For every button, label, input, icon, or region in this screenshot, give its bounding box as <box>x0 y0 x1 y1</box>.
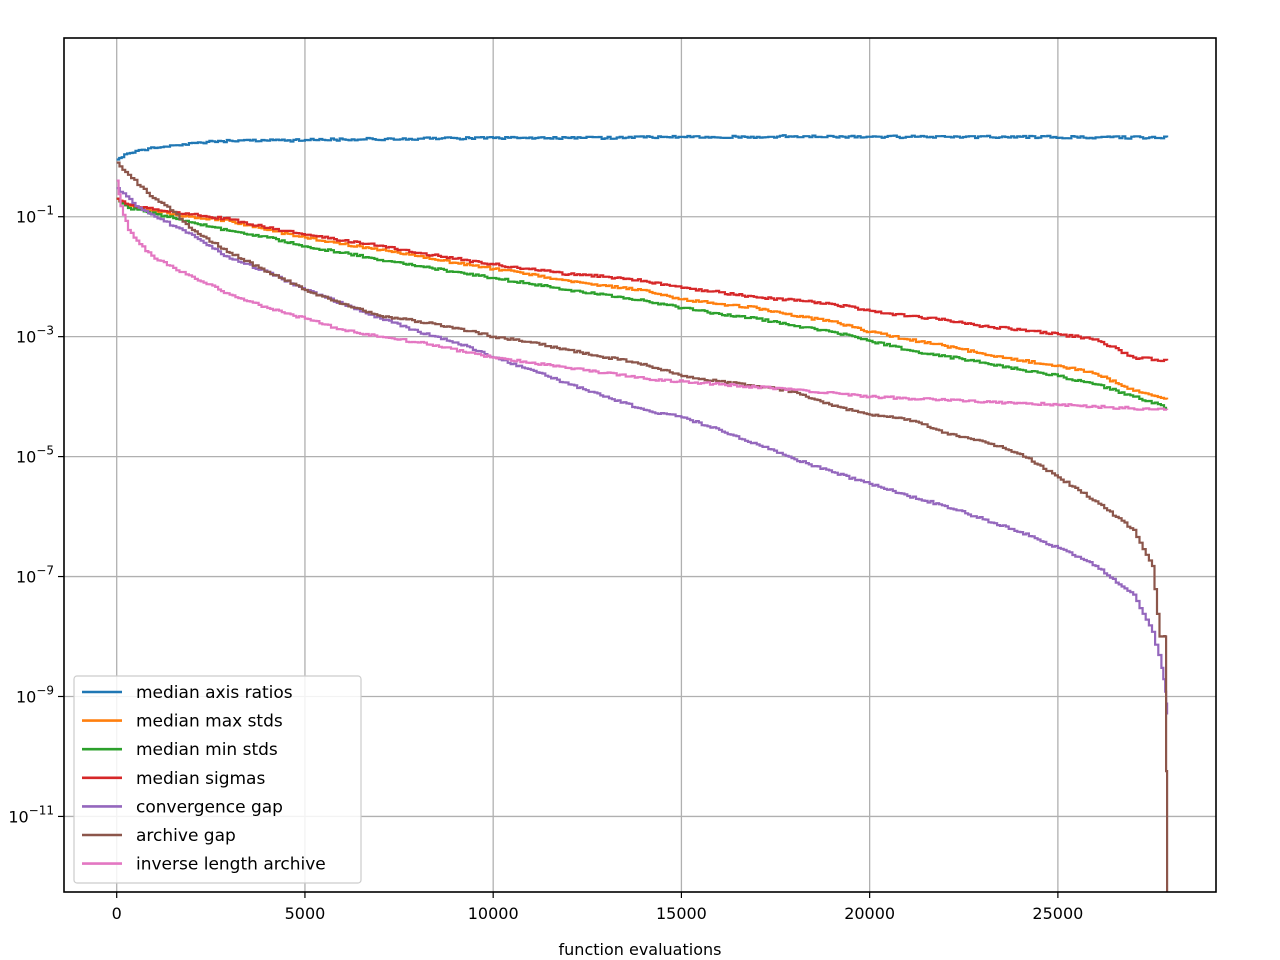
y-tick-exponent: −1 <box>36 204 54 218</box>
axis-ticks: 0 5000 10000 15000 20000 2500010−110−310−510−… <box>8 204 1083 923</box>
y-tick-exponent: −9 <box>36 683 54 697</box>
y-tick-label: 10−3 <box>16 324 54 347</box>
legend-label-inverse-length-archive: inverse length archive <box>136 855 326 875</box>
y-tick-base: 10 <box>16 208 36 227</box>
x-tick-label: 0 <box>112 904 122 923</box>
y-tick-label: 10−7 <box>16 564 54 587</box>
legend-box <box>73 675 362 884</box>
y-tick-base: 10 <box>8 807 28 826</box>
y-tick-exponent: −3 <box>36 324 54 338</box>
legend-label-median-min-stds: median min stds <box>136 740 278 760</box>
series-line-median-min-stds <box>116 197 1168 409</box>
series-lines <box>116 134 1169 892</box>
x-tick-label: 5000 <box>285 904 326 923</box>
legend-label-median-sigmas: median sigmas <box>136 769 265 789</box>
y-tick-exponent: −5 <box>36 444 54 458</box>
y-tick-exponent: −11 <box>29 803 54 817</box>
x-axis-label: function evaluations <box>559 940 722 959</box>
y-tick-base: 10 <box>16 448 36 467</box>
x-tick-label: 20000 <box>844 904 895 923</box>
legend-label-median-axis-ratios: median axis ratios <box>136 683 293 703</box>
y-tick-base: 10 <box>16 568 36 587</box>
y-tick-base: 10 <box>16 687 36 706</box>
plot-frame <box>63 37 1217 893</box>
series-line-median-max-stds <box>116 197 1169 400</box>
y-tick-exponent: −7 <box>36 564 54 578</box>
x-tick-label: 25000 <box>1032 904 1083 923</box>
series-line-convergence-gap <box>116 187 1169 715</box>
legend: median axis ratios median max stds median … <box>73 675 362 884</box>
x-tick-label: 15000 <box>656 904 707 923</box>
series-line-inverse-length-archive <box>116 179 1169 411</box>
x-tick-label: 10000 <box>468 904 519 923</box>
series-line-median-axis-ratios <box>116 134 1169 161</box>
legend-label-convergence-gap: convergence gap <box>136 797 283 817</box>
y-tick-label: 10−9 <box>16 683 54 706</box>
y-tick-label: 10−5 <box>16 444 54 467</box>
y-tick-base: 10 <box>16 328 36 347</box>
legend-label-archive-gap: archive gap <box>136 826 236 846</box>
y-tick-label: 10−1 <box>16 204 54 227</box>
series-line-median-sigmas <box>116 197 1169 363</box>
y-tick-label: 10−11 <box>8 803 54 826</box>
series-line-archive-gap <box>116 161 1169 892</box>
legend-label-median-max-stds: median max stds <box>136 712 283 732</box>
